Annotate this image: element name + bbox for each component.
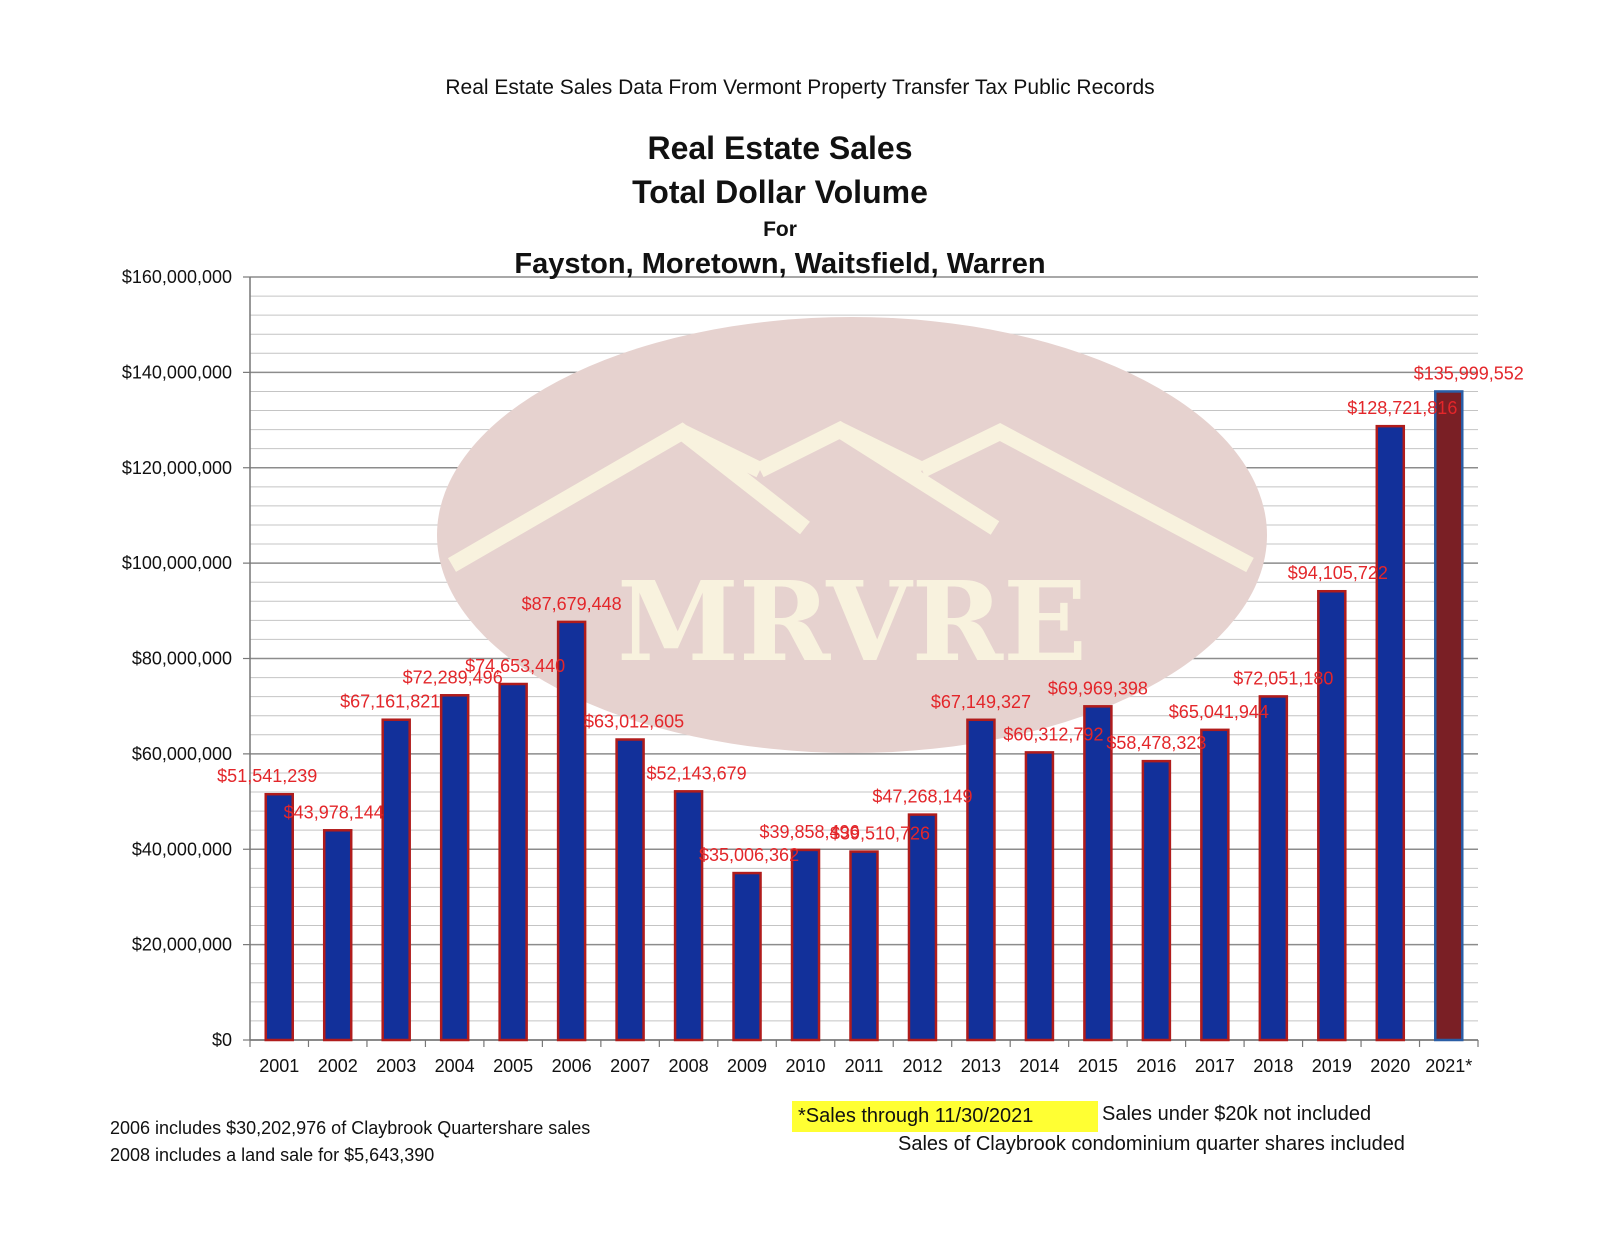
watermark-ellipse (437, 317, 1267, 753)
chart-title-line-4: Fayston, Moretown, Waitsfield, Warren (514, 248, 1046, 280)
data-label-2021: $135,999,552 (1414, 363, 1524, 383)
x-tick-label: 2019 (1312, 1056, 1352, 1076)
data-label-2010: $39,858,496 (759, 822, 859, 842)
bar-2017 (1200, 728, 1230, 1042)
x-tick-label: 2020 (1370, 1056, 1410, 1076)
chart-title-line-3: For (763, 218, 797, 241)
data-label-2016: $58,478,323 (1106, 733, 1206, 753)
bar-2007 (615, 738, 645, 1042)
bar-2003 (381, 718, 411, 1042)
x-tick-label: 2003 (376, 1056, 416, 1076)
x-tick-label: 2010 (786, 1056, 826, 1076)
x-tick-label: 2009 (727, 1056, 767, 1076)
footnote-sales-through-highlight: *Sales through 11/30/2021 (792, 1101, 1098, 1132)
y-tick-label: $160,000,000 (122, 267, 232, 287)
data-label-2014: $60,312,792 (1003, 724, 1103, 744)
tick-labels-layer: $0 $20,000,000 $40,000,000 $60,000,000 $80,0… (122, 267, 1472, 1076)
bar-2019 (1317, 589, 1347, 1042)
x-tick-label: 2007 (610, 1056, 650, 1076)
footnote-2006: 2006 includes $30,202,976 of Claybrook Q… (110, 1118, 591, 1138)
y-tick-label: $0 (212, 1030, 232, 1050)
data-label-2011: $39,510,726 (830, 824, 930, 844)
bar-2013 (966, 718, 996, 1042)
x-tick-label: 2008 (669, 1056, 709, 1076)
bar-2018 (1258, 695, 1289, 1042)
bar-2008 (673, 790, 704, 1042)
x-tick-label: 2013 (961, 1056, 1001, 1076)
footnote-2008: 2008 includes a land sale for $5,643,390 (110, 1145, 435, 1165)
y-tick-label: $100,000,000 (122, 553, 232, 573)
data-label-2005: $74,653,440 (465, 656, 565, 676)
y-tick-label: $80,000,000 (132, 649, 232, 669)
bars-layer (264, 390, 1464, 1042)
bar-2010 (790, 848, 821, 1042)
data-label-2020: $128,721,816 (1347, 398, 1457, 418)
x-tick-label: 2011 (845, 1056, 884, 1076)
x-tick-label: 2004 (435, 1056, 475, 1076)
bar-2009 (732, 871, 762, 1042)
data-label-2002: $43,978,144 (284, 802, 384, 822)
y-tick-label: $20,000,000 (132, 935, 232, 955)
x-tick-label: 2014 (1019, 1056, 1059, 1076)
bar-2015 (1083, 705, 1113, 1042)
watermark-text: MRVRE (617, 557, 1087, 686)
footnote-under-20k: Sales under $20k not included (1102, 1103, 1372, 1125)
chart-title-line-2: Total Dollar Volume (632, 174, 928, 210)
data-label-2017: $65,041,944 (1169, 702, 1269, 722)
y-tick-label: $120,000,000 (122, 458, 232, 478)
data-label-2008: $52,143,679 (647, 763, 747, 783)
x-tick-label: 2002 (318, 1056, 358, 1076)
x-tick-label: 2016 (1136, 1056, 1176, 1076)
watermark-mountains (447, 420, 1254, 573)
x-tick-label: 2021* (1425, 1056, 1472, 1076)
x-tick-label: 2001 (259, 1056, 299, 1076)
bar-2005 (498, 682, 528, 1042)
x-tick-label: 2017 (1195, 1056, 1235, 1076)
x-tick-label: 2012 (902, 1056, 942, 1076)
bar-2021 (1434, 390, 1464, 1042)
data-label-2001: $51,541,239 (217, 766, 317, 786)
data-label-2003: $67,161,821 (340, 692, 440, 712)
bar-2004 (439, 694, 470, 1042)
bar-2014 (1024, 751, 1055, 1042)
data-label-2004: $72,289,496 (403, 667, 503, 687)
mrvre-watermark-logo: MRVRE (437, 317, 1267, 753)
x-tick-label: 2006 (552, 1056, 592, 1076)
x-tick-label: 2018 (1253, 1056, 1293, 1076)
data-label-2015: $69,969,398 (1048, 678, 1148, 698)
data-label-2009: $35,006,362 (699, 845, 799, 865)
bar-2006 (556, 620, 587, 1042)
footnote-claybrook: Sales of Claybrook condominium quarter s… (898, 1133, 1405, 1155)
bar-2001 (264, 792, 294, 1042)
y-tick-label: $40,000,000 (132, 839, 232, 859)
bar-2016 (1141, 759, 1172, 1042)
source-line: Real Estate Sales Data From Vermont Prop… (445, 76, 1155, 99)
bar-2020 (1375, 424, 1406, 1042)
y-tick-label: $60,000,000 (132, 744, 232, 764)
data-label-2019: $94,105,722 (1288, 563, 1388, 583)
data-label-2006: $87,679,448 (522, 594, 622, 614)
bar-2012 (907, 813, 938, 1042)
data-label-2018: $72,051,180 (1233, 668, 1333, 688)
bar-2011 (849, 850, 879, 1042)
data-labels-layer: $51,541,239 $43,978,144 $67,161,821 $72,289… (217, 363, 1524, 865)
x-tick-label: 2005 (493, 1056, 533, 1076)
data-label-2007: $63,012,605 (584, 712, 684, 732)
chart-title-line-1: Real Estate Sales (647, 130, 913, 166)
data-label-2012: $47,268,149 (872, 787, 972, 807)
data-label-2013: $67,149,327 (931, 692, 1031, 712)
y-tick-label: $140,000,000 (122, 362, 232, 382)
x-tick-label: 2015 (1078, 1056, 1118, 1076)
bar-2002 (322, 829, 353, 1042)
